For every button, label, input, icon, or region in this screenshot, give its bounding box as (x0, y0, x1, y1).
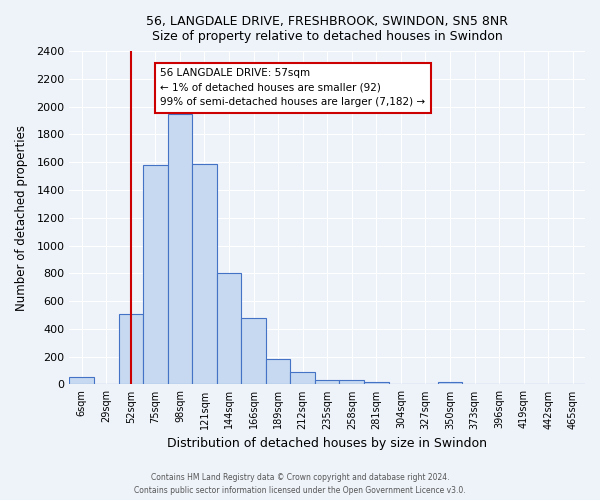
Bar (192, 164, 217, 384)
Bar (340, 380, 364, 384)
Bar (217, 274, 241, 384)
Bar (143, 165, 167, 384)
Bar (364, 382, 389, 384)
Bar (167, 114, 192, 384)
Text: 56 LANGDALE DRIVE: 57sqm
← 1% of detached houses are smaller (92)
99% of semi-de: 56 LANGDALE DRIVE: 57sqm ← 1% of detache… (160, 68, 425, 108)
Bar (241, 318, 266, 384)
Bar (119, 314, 143, 384)
Text: Contains HM Land Registry data © Crown copyright and database right 2024.
Contai: Contains HM Land Registry data © Crown c… (134, 474, 466, 495)
X-axis label: Distribution of detached houses by size in Swindon: Distribution of detached houses by size … (167, 437, 487, 450)
Bar (266, 358, 290, 384)
Bar (290, 372, 315, 384)
Bar (70, 378, 94, 384)
Bar (315, 380, 340, 384)
Bar (437, 382, 462, 384)
Title: 56, LANGDALE DRIVE, FRESHBROOK, SWINDON, SN5 8NR
Size of property relative to de: 56, LANGDALE DRIVE, FRESHBROOK, SWINDON,… (146, 15, 508, 43)
Y-axis label: Number of detached properties: Number of detached properties (15, 125, 28, 311)
